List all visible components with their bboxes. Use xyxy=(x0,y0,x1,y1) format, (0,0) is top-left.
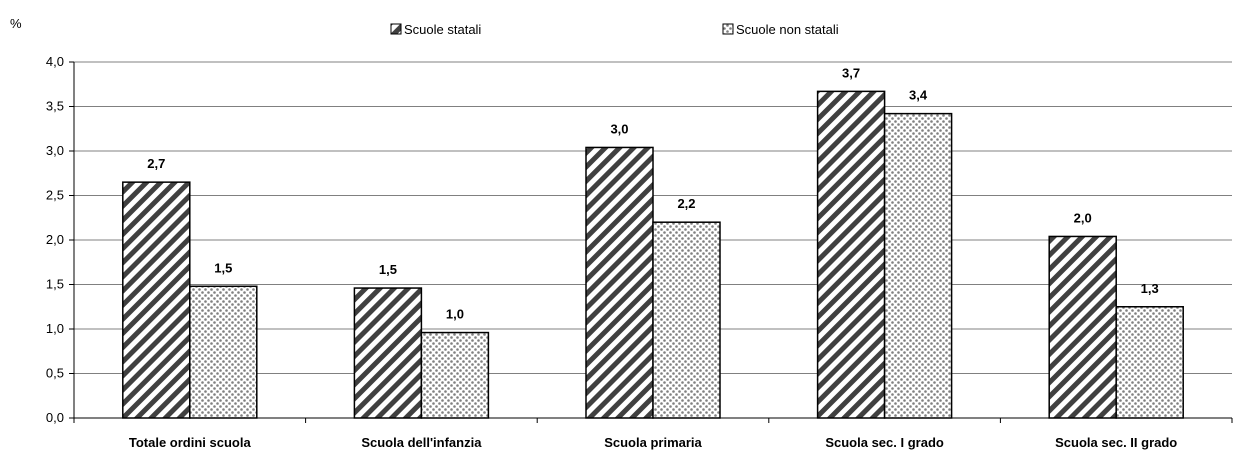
bar-scuole-non-statali-totale-ordini-scuola xyxy=(189,285,258,419)
y-tick-label: 0,0 xyxy=(46,410,64,425)
legend-swatch-scuole-statali xyxy=(390,23,402,35)
data-label-scuole-non-statali-scuola-sec-ii-grado: 1,3 xyxy=(1141,281,1159,296)
y-tick-label: 4,0 xyxy=(46,54,64,69)
data-label-scuole-statali-totale-ordini-scuola: 2,7 xyxy=(147,156,165,171)
bar-scuole-non-statali-scuola-dell-infanzia xyxy=(420,331,490,419)
data-label-scuole-statali-scuola-sec-ii-grado: 2,0 xyxy=(1074,210,1092,225)
legend-item-scuole-non-statali: Scuole non statali xyxy=(722,22,839,37)
legend-label-scuole-non-statali: Scuole non statali xyxy=(736,22,839,37)
data-label-scuole-statali-scuola-dell-infanzia: 1,5 xyxy=(379,262,397,277)
bar-scuole-statali-scuola-primaria xyxy=(585,146,654,419)
y-tick-label: 1,5 xyxy=(46,277,64,292)
category-label-totale-ordini-scuola: Totale ordini scuola xyxy=(129,435,252,450)
legend: Scuole statali Scuole non statali xyxy=(390,22,839,37)
bars xyxy=(122,90,1184,419)
legend-item-scuole-statali: Scuole statali xyxy=(390,22,481,37)
data-label-scuole-non-statali-scuola-primaria: 2,2 xyxy=(677,196,695,211)
y-tick-label: 0,5 xyxy=(46,366,64,381)
bar-scuole-non-statali-scuola-sec-i-grado xyxy=(883,112,953,419)
y-tick-label: 2,5 xyxy=(46,188,64,203)
y-tick-label: 2,0 xyxy=(46,232,64,247)
category-labels: Totale ordini scuola Scuola dell'infanzia… xyxy=(129,435,1177,450)
bar-scuole-statali-totale-ordini-scuola xyxy=(122,181,191,419)
category-label-scuola-dell-infanzia: Scuola dell'infanzia xyxy=(361,435,482,450)
category-label-scuola-primaria: Scuola primaria xyxy=(604,435,702,450)
data-label-scuole-non-statali-scuola-dell-infanzia: 1,0 xyxy=(446,307,464,322)
bar-scuole-statali-scuola-sec-ii-grado xyxy=(1048,235,1117,419)
data-label-scuole-non-statali-totale-ordini-scuola: 1,5 xyxy=(214,260,232,275)
y-axis-unit-label: % xyxy=(10,16,22,31)
data-label-scuole-statali-scuola-primaria: 3,0 xyxy=(610,121,628,136)
bar-scuole-statali-scuola-dell-infanzia xyxy=(353,287,423,419)
bar-scuole-non-statali-scuola-primaria xyxy=(652,221,721,419)
y-tick-labels: 0,0 0,5 1,0 1,5 2,0 2,5 3,0 3,5 4,0 xyxy=(46,54,64,425)
data-labels: 2,7 1,5 1,5 1,0 3,0 2,2 3,7 3,4 2,0 1,3 xyxy=(147,65,1158,321)
y-tick-label: 3,5 xyxy=(46,99,64,114)
y-tick-label: 1,0 xyxy=(46,321,64,336)
legend-label-scuole-statali: Scuole statali xyxy=(404,22,481,37)
data-label-scuole-non-statali-scuola-sec-i-grado: 3,4 xyxy=(909,88,928,103)
y-tick-label: 3,0 xyxy=(46,143,64,158)
bar-scuole-non-statali-scuola-sec-ii-grado xyxy=(1115,306,1184,419)
legend-swatch-scuole-non-statali xyxy=(722,23,734,35)
category-label-scuola-sec-ii-grado: Scuola sec. II grado xyxy=(1055,435,1177,450)
category-label-scuola-sec-i-grado: Scuola sec. I grado xyxy=(825,435,944,450)
data-label-scuole-statali-scuola-sec-i-grado: 3,7 xyxy=(842,65,860,80)
bar-scuole-statali-scuola-sec-i-grado xyxy=(816,90,886,419)
